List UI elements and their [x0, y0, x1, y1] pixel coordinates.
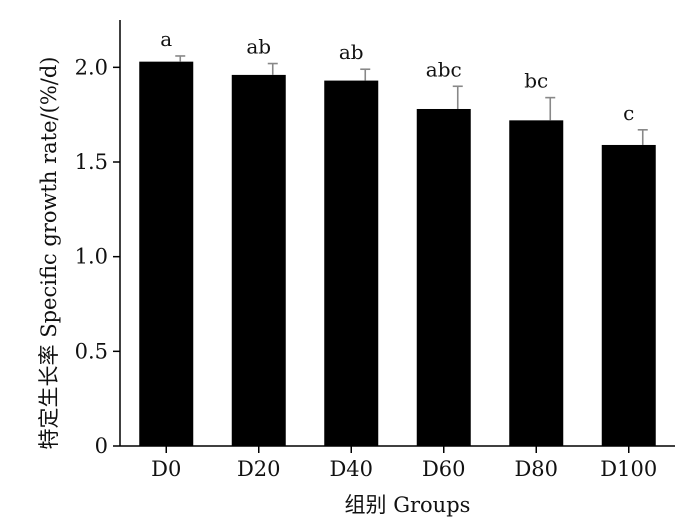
bar — [139, 61, 194, 447]
bars-group — [139, 61, 656, 447]
error-bars-group — [175, 55, 648, 145]
y-tick-label: 1.0 — [75, 245, 108, 269]
y-tick-label: 1.5 — [75, 150, 108, 174]
axes-group — [119, 20, 675, 447]
x-tick-label: D40 — [329, 457, 373, 481]
bar — [416, 108, 471, 446]
error-bar — [175, 55, 186, 62]
y-ticks-group: 0 0.5 1.0 1.5 2.0 — [75, 55, 120, 458]
x-tick-label: D80 — [514, 457, 558, 481]
y-tick-label: 2.0 — [75, 55, 108, 79]
y-axis-title: 特定生长率 Specific growth rate/(%/d) — [37, 57, 61, 450]
significance-label: ab — [339, 40, 364, 64]
significance-label: c — [623, 101, 634, 125]
y-tick-label: 0.5 — [75, 339, 108, 363]
significance-label: bc — [524, 69, 548, 93]
bar — [231, 74, 286, 446]
x-tick-label: D20 — [237, 457, 281, 481]
error-bar — [360, 68, 371, 81]
x-tick-label: D100 — [600, 457, 657, 481]
error-bar — [267, 62, 278, 75]
x-axis-title: 组别 Groups — [345, 493, 471, 517]
significance-label: abc — [426, 57, 462, 81]
significance-label: a — [160, 27, 172, 51]
y-tick-label: 0 — [95, 434, 108, 458]
bar — [509, 120, 564, 446]
error-bar — [545, 96, 556, 121]
bar — [324, 80, 379, 446]
significance-label: ab — [246, 35, 271, 59]
significance-labels-group: a ab ab abc bc c — [160, 27, 634, 125]
error-bar — [452, 85, 463, 109]
bar — [601, 144, 656, 446]
x-ticks-group: D0 D20 D40 D60 D80 D100 — [151, 446, 657, 481]
error-bar — [637, 129, 648, 145]
x-tick-label: D60 — [422, 457, 466, 481]
x-tick-label: D0 — [151, 457, 181, 481]
